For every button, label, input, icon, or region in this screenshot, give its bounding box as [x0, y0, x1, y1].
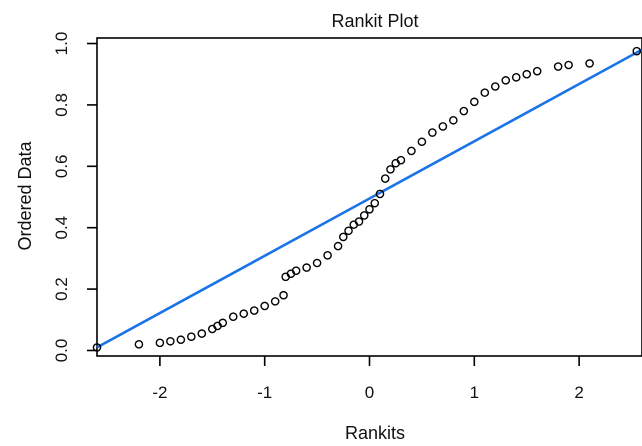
data-point	[291, 266, 301, 275]
data-point	[155, 338, 165, 348]
data-point	[338, 232, 348, 242]
y-axis-label: Ordered Data	[15, 140, 35, 250]
data-point	[187, 332, 196, 341]
data-point	[428, 128, 437, 137]
data-point	[270, 297, 280, 306]
y-tick-label: 0.4	[52, 216, 71, 240]
y-tick-label: 0.2	[52, 277, 71, 301]
data-point	[375, 189, 385, 199]
reference-line	[96, 48, 642, 349]
data-point	[585, 59, 594, 68]
data-point	[92, 343, 102, 352]
data-point	[354, 217, 364, 226]
data-point	[417, 137, 427, 147]
y-tick-label: 1.0	[52, 32, 71, 56]
data-point	[239, 309, 249, 318]
data-point	[344, 226, 353, 236]
data-point	[386, 165, 395, 174]
data-points-layer	[92, 46, 642, 352]
y-tick-label: 0.8	[52, 93, 71, 117]
data-point	[632, 46, 642, 56]
data-point	[522, 69, 532, 79]
reference-line-layer	[96, 48, 642, 349]
data-point	[564, 60, 573, 70]
data-point	[490, 82, 500, 91]
data-point	[279, 290, 288, 300]
data-point	[228, 312, 238, 322]
data-point	[359, 211, 369, 220]
data-point	[438, 122, 448, 131]
data-point	[197, 329, 207, 338]
x-axis-ticks: -2 -1 0 1 2	[152, 356, 584, 402]
data-point	[459, 106, 469, 116]
x-tick-label: -1	[257, 383, 272, 402]
x-tick-label: -2	[152, 383, 167, 402]
data-point	[365, 204, 374, 214]
data-point	[396, 155, 406, 165]
y-axis-ticks: 0.0 0.2 0.4 0.6 0.8 1.0	[52, 32, 97, 363]
data-point	[218, 318, 228, 328]
x-tick-label: 2	[574, 383, 583, 402]
data-point	[312, 258, 322, 268]
y-tick-label: 0.0	[52, 339, 71, 363]
data-point	[134, 340, 144, 349]
data-point	[370, 198, 380, 208]
chart-title: Rankit Plot	[331, 11, 418, 31]
data-point	[449, 115, 458, 125]
x-tick-label: 0	[365, 383, 374, 402]
x-axis-label: Rankits	[345, 423, 405, 443]
data-point	[323, 251, 332, 260]
data-point	[176, 335, 186, 345]
data-point	[260, 301, 269, 311]
data-point	[501, 76, 511, 85]
plot-frame	[96, 37, 642, 357]
data-point	[380, 174, 390, 183]
data-point	[166, 336, 175, 346]
data-point	[480, 88, 490, 97]
data-point	[407, 146, 416, 156]
data-point	[470, 97, 479, 107]
data-point	[553, 62, 563, 71]
data-point	[511, 72, 521, 82]
data-point	[333, 241, 343, 251]
data-point	[532, 66, 542, 76]
y-tick-label: 0.6	[52, 154, 71, 178]
x-tick-label: 1	[470, 383, 479, 402]
data-point	[302, 263, 311, 272]
data-point	[249, 306, 259, 315]
